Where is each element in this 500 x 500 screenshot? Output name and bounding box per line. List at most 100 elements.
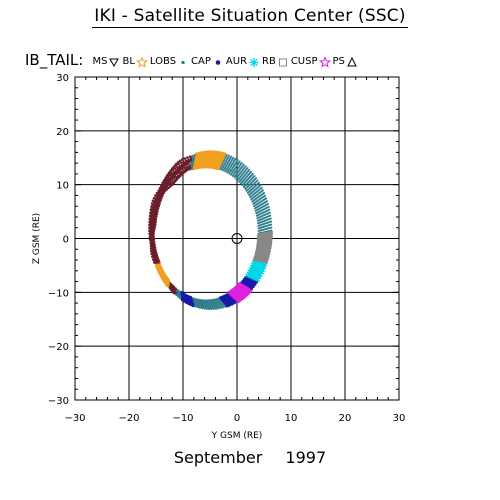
orbit-point-lobs bbox=[269, 229, 272, 232]
orbit-point-lobs bbox=[250, 195, 253, 198]
orbit-point-lobs bbox=[250, 182, 253, 185]
orbit-point-lobs bbox=[262, 202, 265, 205]
orbit-point-lobs bbox=[264, 194, 266, 197]
orbit-point-lobs bbox=[263, 217, 266, 219]
orbit-point-ms bbox=[169, 185, 172, 188]
orbit-point-lobs bbox=[222, 306, 224, 309]
orbit-point-lobs bbox=[243, 185, 246, 187]
orbit-point-lobs bbox=[191, 164, 194, 167]
orbit-point-lobs bbox=[264, 219, 266, 222]
orbit-point-cap bbox=[255, 280, 259, 284]
orbit-point-rb bbox=[267, 251, 271, 255]
orbit-point-lobs bbox=[254, 195, 257, 197]
orbit-point-lobs bbox=[255, 200, 258, 203]
orbit-point-lobs bbox=[252, 180, 254, 183]
orbit-point-lobs bbox=[226, 171, 229, 174]
orbit-point-lobs bbox=[234, 157, 237, 160]
orbit-point-ms bbox=[182, 160, 185, 163]
orbit-point-ms bbox=[172, 174, 175, 177]
orbit-point-cap bbox=[191, 304, 195, 308]
orbit-point-lobs bbox=[260, 193, 263, 196]
orbit-point-lobs bbox=[265, 216, 268, 218]
orbit-point-lobs bbox=[265, 227, 268, 230]
orbit-point-ms bbox=[150, 221, 153, 224]
orbit-point-lobs bbox=[248, 191, 250, 193]
orbit-point-lobs bbox=[236, 172, 238, 175]
orbit-point-ms bbox=[176, 161, 180, 164]
orbit-point-lobs bbox=[249, 193, 252, 195]
orbit-point-ms bbox=[150, 236, 153, 240]
legend-label: MS bbox=[92, 56, 108, 67]
orbit-point-lobs bbox=[259, 226, 262, 229]
orbit-point-lobs bbox=[191, 163, 194, 165]
orbit-point-ms bbox=[182, 169, 185, 172]
orbit-point-lobs bbox=[193, 154, 196, 156]
orbit-point-lobs bbox=[264, 228, 267, 230]
orbit-point-lobs bbox=[256, 217, 259, 220]
orbit-point-lobs bbox=[244, 165, 247, 168]
legend-label: CUSP bbox=[290, 56, 318, 67]
orbit-point-lobs bbox=[270, 226, 273, 229]
orbit-point-lobs bbox=[252, 190, 255, 193]
orbit-point-lobs bbox=[248, 169, 251, 171]
orbit-point-lobs bbox=[261, 202, 264, 205]
orbit-point-ms bbox=[172, 291, 176, 295]
orbit-point-cap bbox=[251, 284, 255, 288]
orbit-point-lobs bbox=[192, 161, 194, 164]
orbit-point-lobs bbox=[261, 226, 263, 229]
orbit-point-ms bbox=[151, 199, 155, 203]
orbit-point-lobs bbox=[249, 176, 251, 178]
orbit-point-ms bbox=[178, 173, 182, 176]
orbit-point-lobs bbox=[256, 190, 259, 193]
orbit-point-lobs bbox=[260, 200, 263, 203]
orbit-point-lobs bbox=[226, 168, 228, 170]
orbit-point-lobs bbox=[261, 199, 264, 202]
orbit-point-ms bbox=[187, 158, 191, 162]
orbit-point-cap bbox=[253, 282, 257, 286]
orbit-point-bl bbox=[194, 152, 199, 157]
orbit-point-lobs bbox=[224, 161, 227, 163]
orbit-point-lobs bbox=[263, 231, 266, 234]
orbit-point-lobs bbox=[235, 169, 238, 171]
orbit-point-ms bbox=[173, 178, 177, 182]
orbit-point-ms bbox=[149, 249, 153, 253]
orbit-point-lobs bbox=[245, 189, 248, 192]
orbit-point-ms bbox=[189, 157, 193, 161]
orbit-point-ms bbox=[150, 224, 153, 228]
orbit-point-ms bbox=[150, 230, 154, 234]
orbit-point-lobs bbox=[266, 200, 268, 203]
orbit-point-lobs bbox=[254, 185, 256, 188]
orbit-point-ms bbox=[153, 261, 156, 264]
orbit-point-lobs bbox=[241, 180, 244, 183]
orbit-point-lobs bbox=[238, 180, 241, 183]
orbit-point-lobs bbox=[219, 166, 222, 169]
orbit-point-lobs bbox=[224, 165, 227, 168]
orbit-point-ms bbox=[149, 208, 153, 211]
orbit-point-lobs bbox=[266, 206, 269, 209]
orbit-point-lobs bbox=[268, 227, 270, 230]
orbit-point-cap bbox=[250, 287, 254, 291]
orbit-point-lobs bbox=[234, 171, 237, 174]
orbit-point-lobs bbox=[239, 164, 241, 167]
orbit-point-lobs bbox=[239, 176, 242, 178]
legend: IB_TAIL: MS BL LOBS CAP AUR RB CUSP PS bbox=[25, 50, 360, 72]
orbit-point-lobs bbox=[257, 189, 260, 192]
orbit-point-ms bbox=[152, 196, 156, 200]
orbit-point-lobs bbox=[249, 175, 252, 177]
orbit-point-lobs bbox=[254, 207, 256, 210]
orbit-point-lobs bbox=[242, 167, 245, 170]
orbit-point-lobs bbox=[245, 187, 248, 189]
orbit-point-lobs bbox=[240, 167, 243, 169]
orbit-point-lobs bbox=[248, 180, 251, 182]
orbit-point-lobs bbox=[267, 212, 270, 215]
orbit-point-lobs bbox=[255, 212, 258, 215]
square-open-icon bbox=[278, 58, 287, 66]
orbit-point-lobs bbox=[261, 206, 264, 209]
orbit-point-lobs bbox=[253, 192, 256, 195]
orbit-point-lobs bbox=[259, 191, 262, 193]
orbit-point-lobs bbox=[248, 184, 251, 186]
orbit-point-lobs bbox=[222, 164, 225, 167]
orbit-point-lobs bbox=[237, 161, 240, 164]
orbit-point-ms bbox=[169, 175, 173, 179]
orbit-point-lobs bbox=[228, 154, 230, 157]
